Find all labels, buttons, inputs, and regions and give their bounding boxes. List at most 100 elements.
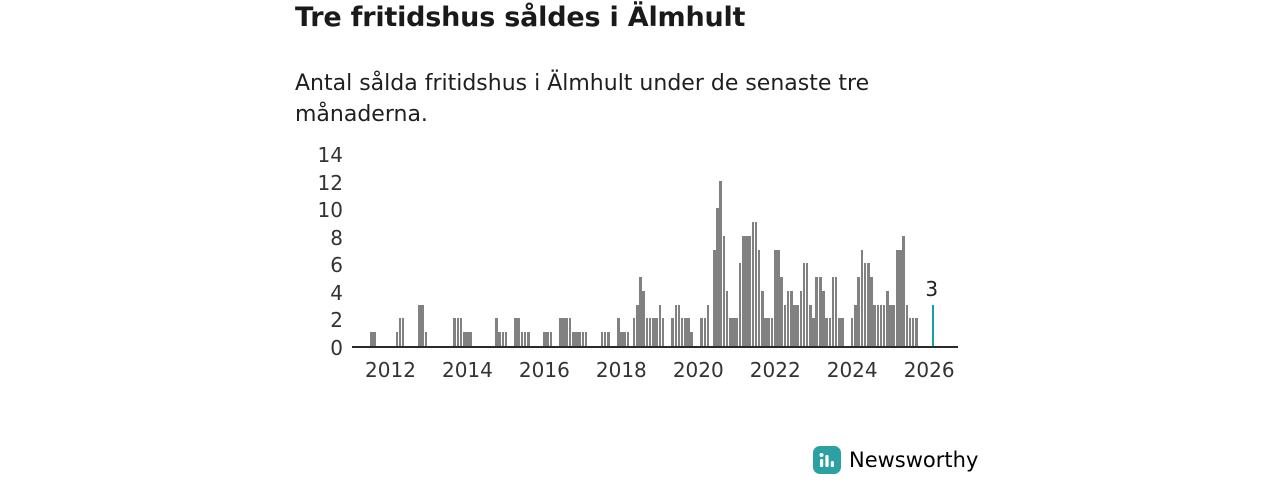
bar	[915, 318, 918, 346]
bar	[761, 290, 764, 346]
y-tick-label: 10	[317, 198, 343, 223]
bar	[850, 318, 854, 346]
bar	[559, 318, 562, 346]
bar	[369, 332, 373, 346]
bar	[421, 304, 424, 346]
chart-title: Tre fritidshus såldes i Älmhult	[295, 2, 746, 33]
bar	[812, 318, 815, 346]
x-tick-label: 2020	[672, 358, 724, 382]
bar	[828, 318, 832, 346]
bar	[732, 318, 735, 346]
bar	[520, 332, 524, 346]
bar	[809, 304, 812, 346]
bar	[905, 304, 909, 346]
bar	[603, 332, 607, 346]
x-tick-label: 2014	[441, 358, 493, 382]
bar	[459, 318, 463, 346]
bar	[879, 304, 883, 346]
bar	[725, 290, 729, 346]
bar	[636, 304, 639, 346]
bar	[674, 304, 678, 346]
bar	[796, 304, 799, 346]
bar	[661, 318, 665, 346]
bar	[870, 277, 873, 346]
bar	[886, 290, 889, 346]
bar	[860, 249, 864, 346]
x-tick-label: 2016	[518, 358, 570, 382]
bar	[616, 318, 620, 346]
x-tick-label: 2018	[595, 358, 647, 382]
bar	[853, 304, 857, 346]
bar	[581, 332, 585, 346]
bar	[469, 332, 472, 346]
bar	[687, 318, 690, 346]
bar	[395, 332, 399, 346]
y-tick-label: 0	[330, 336, 343, 360]
bar	[645, 318, 649, 346]
bar	[838, 318, 841, 346]
x-tick-label: 2026	[903, 358, 955, 382]
bar	[748, 235, 751, 346]
bar-chart-icon	[813, 446, 841, 474]
bar	[780, 277, 784, 346]
chart-subtitle: Antal sålda fritidshus i Älmhult under d…	[295, 71, 870, 127]
bar	[834, 277, 838, 346]
bar	[757, 249, 761, 346]
bar	[504, 332, 508, 346]
bar	[911, 318, 915, 346]
bar	[463, 332, 466, 346]
bar	[764, 318, 767, 346]
x-tick-label: 2022	[749, 358, 801, 382]
bar	[658, 304, 662, 346]
bar	[802, 263, 806, 346]
bar	[401, 318, 405, 346]
bar	[543, 332, 546, 346]
bar	[632, 318, 636, 346]
y-tick-label: 12	[317, 170, 343, 195]
bar	[722, 235, 726, 346]
bar	[690, 332, 694, 346]
bar	[728, 318, 732, 346]
bar	[501, 332, 505, 346]
bar-chart: 0 2 4 6 8 10 12 14 2012 2014 2016 2018 2020 2022 2024…	[318, 143, 958, 382]
bar	[575, 332, 578, 346]
bar	[523, 332, 527, 346]
y-tick-label: 14	[317, 143, 343, 167]
bar	[754, 221, 758, 346]
plot-area	[352, 155, 958, 348]
brand: Newsworthy	[813, 446, 978, 474]
bar	[790, 290, 793, 346]
bar	[783, 304, 787, 346]
bar	[882, 304, 886, 346]
bar	[703, 318, 707, 346]
bar	[578, 332, 582, 346]
bar	[873, 304, 876, 346]
bar	[889, 304, 892, 346]
bar	[494, 318, 498, 346]
highlight-value-label: 3	[925, 276, 939, 301]
bar	[684, 318, 687, 346]
bar	[716, 208, 719, 346]
bar	[815, 277, 819, 346]
bar	[418, 304, 421, 346]
highlight-bar	[931, 304, 935, 346]
bar	[876, 304, 880, 346]
bar	[745, 235, 748, 346]
bar	[898, 249, 902, 346]
bar	[620, 332, 623, 346]
bar	[867, 263, 870, 346]
bar	[700, 318, 703, 346]
bar	[655, 318, 659, 346]
bar	[456, 318, 460, 346]
bar	[584, 332, 588, 346]
bar	[398, 318, 402, 346]
bar	[568, 318, 572, 346]
bar	[648, 318, 652, 346]
bar	[565, 318, 568, 346]
bar	[713, 249, 716, 346]
bar	[719, 180, 722, 346]
y-tick-label: 2	[330, 308, 343, 333]
x-tick-label: 2024	[826, 358, 878, 382]
bar	[735, 318, 739, 346]
bar	[642, 290, 645, 346]
